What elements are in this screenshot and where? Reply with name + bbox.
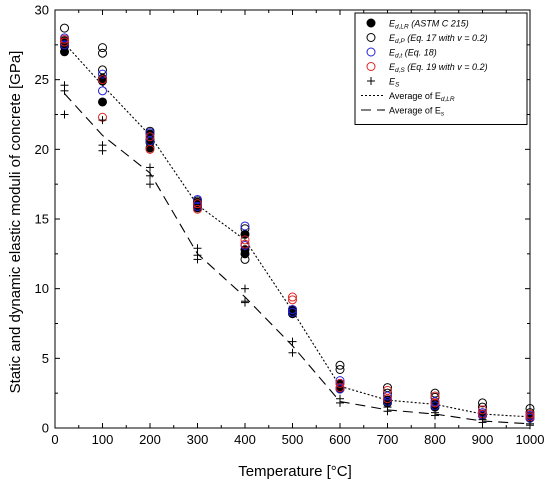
x-tick-label: 600 (329, 432, 351, 447)
ed-t-point (288, 305, 297, 315)
es-point (241, 284, 249, 293)
ed-s-point (193, 204, 202, 214)
y-tick-label: 20 (35, 142, 49, 157)
ed-s-point (145, 132, 155, 142)
y-tick-label: 25 (35, 72, 49, 87)
ed-s-point (288, 292, 297, 302)
es-point (431, 411, 439, 420)
ed-t-point (193, 201, 202, 211)
es-point (60, 86, 69, 95)
legend-label-ed-lr-point: Ed,LR (ASTM C 215) (389, 19, 469, 31)
es-point (478, 418, 487, 427)
ed-s-point (430, 398, 440, 408)
ed-p-point (240, 224, 250, 234)
legend-marker-ed-t-point (366, 47, 376, 57)
ed-s-point (478, 405, 487, 415)
ed-s-point (193, 199, 202, 209)
es-point (526, 421, 534, 430)
ed-s-point (98, 75, 107, 85)
ed-s-point (383, 394, 392, 404)
ed-t-point (60, 40, 69, 50)
legend-box (354, 12, 528, 125)
x-tick-label: 900 (472, 432, 494, 447)
es-point (193, 255, 202, 264)
x-tick-label: 500 (282, 432, 304, 447)
ed-t-point (240, 221, 250, 231)
ed-s-point (335, 383, 345, 393)
y-axis-label: Static and dynamic elastic moduli of con… (7, 51, 24, 394)
es-point (146, 180, 154, 189)
ed-s-point (430, 391, 440, 401)
x-axis-label: Temperature [°C] (238, 463, 352, 480)
ed-t-point (98, 69, 107, 79)
x-tick-label: 300 (187, 432, 209, 447)
legend-label-average-ed-lr: Average of Ed,LR (389, 91, 455, 103)
x-tick-label: 200 (139, 432, 161, 447)
legend-label-ed-t-point: Ed,t (Eq. 18) (389, 48, 437, 60)
x-tick-label: 400 (234, 432, 256, 447)
x-tick-label: 700 (377, 432, 399, 447)
ed-p-point (98, 43, 107, 53)
plot-area: 0 100 200 300 400 500 600 700 800 900 1000 0 5 10 15 20… (35, 3, 545, 448)
legend-marker-ed-lr-point (366, 18, 376, 28)
es-point (98, 116, 107, 125)
x-tick-label: 0 (51, 432, 58, 447)
legend-label-ed-p-point: Ed,P (Eq. 17 with v = 0.2) (389, 33, 488, 45)
es-point (193, 244, 202, 253)
es-point (98, 146, 107, 155)
es-point (288, 348, 297, 357)
es-point (383, 407, 392, 416)
ed-p-point (335, 360, 345, 370)
y-tick-label: 10 (35, 281, 49, 296)
ed-p-point (240, 254, 250, 264)
x-tick-label: 100 (92, 432, 114, 447)
ed-t-point (383, 391, 392, 401)
average-es-line (64, 93, 531, 425)
ed-lr-point (98, 97, 107, 107)
y-tick-label: 30 (35, 3, 49, 18)
ed-s-point (335, 378, 345, 388)
ed-p-point (98, 65, 107, 75)
legend-label-average-es: Average of Es (389, 106, 445, 118)
ed-p-point (478, 398, 487, 408)
es-point (60, 110, 69, 119)
ed-s-point (60, 37, 69, 47)
ed-t-point (193, 194, 202, 204)
ed-s-point (525, 409, 535, 419)
ed-s-point (288, 295, 297, 305)
y-tick-label: 15 (35, 212, 49, 227)
ed-s-point (240, 239, 250, 249)
ed-t-point (98, 86, 107, 96)
legend-label-es-point: ES (389, 77, 400, 89)
es-point (241, 298, 249, 307)
legend-marker-ed-s-point (366, 62, 376, 71)
es-point (336, 398, 344, 407)
y-tick-label: 5 (42, 351, 49, 366)
ed-s-point (240, 235, 250, 245)
es-point (146, 163, 154, 172)
ed-t-point (288, 307, 297, 317)
legend-marker-es-point (367, 77, 375, 85)
es-point (288, 337, 297, 346)
ed-s-point (60, 34, 69, 44)
x-tick-label: 800 (424, 432, 446, 447)
ed-p-point (98, 48, 107, 58)
legend-label-ed-s-point: Ed,S (Eq. 19 with v = 0.2) (389, 62, 488, 74)
ed-p-point (60, 23, 69, 33)
legend: Ed,LR (ASTM C 215) Ed,P (Eq. 17 with v = … (354, 12, 528, 125)
y-tick-label: 0 (42, 421, 49, 436)
average-ed-lr-line (64, 43, 531, 418)
es-point (146, 171, 154, 180)
x-tick-label: 1000 (516, 432, 545, 447)
legend-marker-ed-p-point (366, 33, 376, 42)
ed-s-point (145, 144, 155, 154)
ed-p-point (335, 364, 345, 374)
